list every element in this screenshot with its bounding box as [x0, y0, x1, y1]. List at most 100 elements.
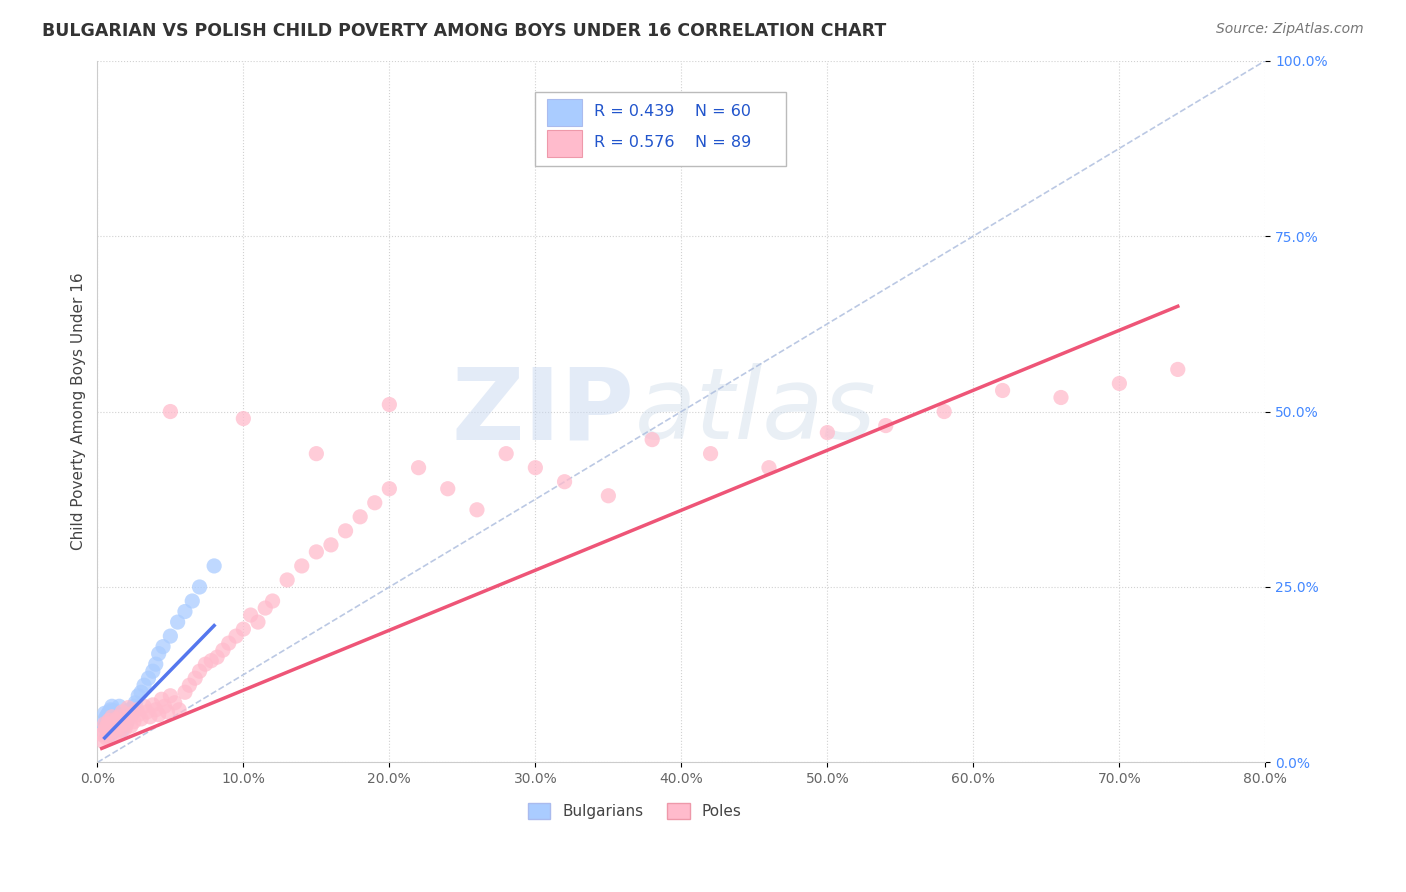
Point — [166, 615, 188, 629]
Point — [108, 707, 131, 722]
Point — [100, 727, 122, 741]
Point — [110, 711, 132, 725]
Point — [98, 726, 121, 740]
Point — [117, 700, 139, 714]
Point — [991, 384, 1014, 398]
Point — [232, 622, 254, 636]
Point — [97, 723, 120, 738]
Point — [378, 482, 401, 496]
Point — [111, 705, 134, 719]
Point — [305, 545, 328, 559]
Point — [120, 707, 142, 722]
Point — [641, 433, 664, 447]
Point — [122, 714, 145, 729]
Point — [103, 720, 125, 734]
Point — [93, 706, 115, 721]
Point — [107, 722, 129, 736]
Point — [153, 699, 176, 714]
Point — [212, 643, 235, 657]
Point — [121, 706, 143, 721]
Point — [112, 714, 135, 728]
Point — [93, 723, 115, 738]
Point — [408, 460, 430, 475]
Point — [875, 418, 897, 433]
Point — [112, 718, 135, 732]
Point — [194, 657, 217, 672]
Point — [184, 671, 207, 685]
Point — [132, 699, 155, 714]
Point — [118, 710, 141, 724]
Point — [152, 640, 174, 654]
Text: Source: ZipAtlas.com: Source: ZipAtlas.com — [1216, 22, 1364, 37]
Point — [94, 716, 117, 731]
Point — [104, 723, 127, 738]
Point — [103, 719, 125, 733]
Point — [104, 714, 127, 729]
Text: R = 0.576    N = 89: R = 0.576 N = 89 — [593, 136, 751, 150]
Point — [148, 707, 170, 722]
Point — [117, 710, 139, 724]
Point — [815, 425, 838, 440]
Point — [699, 447, 721, 461]
Point — [101, 723, 124, 738]
Point — [364, 496, 387, 510]
Point — [349, 509, 371, 524]
Point — [93, 716, 115, 731]
Point — [105, 710, 128, 724]
Point — [100, 711, 122, 725]
Y-axis label: Child Poverty Among Boys Under 16: Child Poverty Among Boys Under 16 — [72, 273, 86, 550]
Legend: Bulgarians, Poles: Bulgarians, Poles — [522, 797, 748, 825]
Point — [112, 709, 135, 723]
Point — [291, 558, 314, 573]
Point — [98, 722, 121, 736]
Point — [121, 705, 143, 719]
Point — [97, 714, 120, 729]
Point — [758, 460, 780, 475]
Point — [335, 524, 357, 538]
Point — [100, 703, 122, 717]
Point — [108, 716, 131, 731]
Point — [103, 704, 125, 718]
Point — [111, 723, 134, 738]
Point — [319, 538, 342, 552]
Point — [188, 580, 211, 594]
Point — [934, 404, 956, 418]
Point — [129, 712, 152, 726]
Point — [246, 615, 269, 629]
Point — [94, 710, 117, 724]
Point — [132, 678, 155, 692]
Point — [202, 558, 225, 573]
Point — [101, 699, 124, 714]
Text: atlas: atlas — [634, 363, 876, 460]
Point — [188, 664, 211, 678]
Point — [100, 722, 122, 736]
Point — [174, 605, 197, 619]
Text: ZIP: ZIP — [451, 363, 634, 460]
Point — [254, 601, 277, 615]
Point — [108, 726, 131, 740]
Point — [205, 650, 228, 665]
Point — [115, 716, 138, 731]
Point — [163, 696, 186, 710]
Point — [104, 715, 127, 730]
Point — [110, 716, 132, 731]
Point — [94, 731, 117, 745]
Point — [93, 720, 115, 734]
Point — [114, 722, 136, 736]
Point — [115, 714, 138, 729]
Point — [200, 654, 222, 668]
Point — [598, 489, 620, 503]
Point — [554, 475, 576, 489]
Point — [232, 411, 254, 425]
Point — [108, 710, 131, 724]
Point — [145, 703, 167, 717]
Point — [305, 447, 328, 461]
Point — [98, 714, 121, 728]
Point — [138, 671, 160, 685]
Point — [276, 573, 298, 587]
Point — [139, 710, 162, 724]
Point — [98, 705, 121, 719]
Point — [150, 692, 173, 706]
Point — [94, 720, 117, 734]
Point — [145, 657, 167, 672]
